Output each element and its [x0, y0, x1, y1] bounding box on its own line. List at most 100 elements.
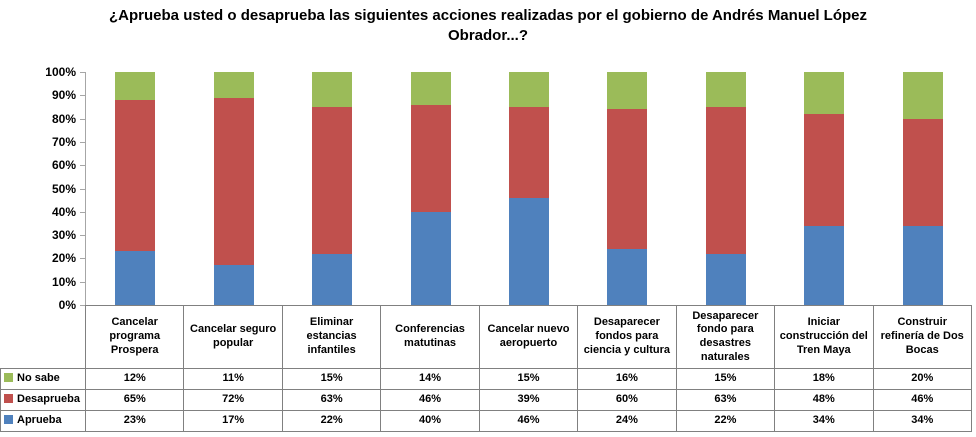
bar-segment-aprueba-2 — [312, 253, 353, 305]
value-cell-aprueba-1: 17% — [183, 410, 283, 432]
bar-segment-desaprueba-3 — [410, 104, 451, 212]
bar-segment-aprueba-1 — [213, 265, 254, 305]
category-header-7: Iniciar construcción del Tren Maya — [774, 305, 874, 369]
category-header-2: Eliminar estancias infantiles — [281, 305, 382, 369]
bar-segment-aprueba-8 — [902, 225, 943, 305]
value-cell-desaprueba-1: 72% — [183, 389, 283, 411]
category-header-1: Cancelar seguro popular — [183, 305, 283, 369]
y-axis-tick-mark — [80, 165, 85, 166]
bar-segment-no-sabe-3 — [410, 72, 451, 105]
y-axis-tick-label: 0% — [58, 298, 76, 312]
bar-segment-no-sabe-4 — [509, 72, 549, 107]
y-axis-tick-mark — [80, 282, 85, 283]
y-axis-tick-mark — [80, 142, 85, 143]
value-cell-aprueba-6: 22% — [675, 410, 776, 432]
legend-label: Desaprueba — [17, 393, 80, 406]
y-axis-tick-mark — [80, 189, 85, 190]
table-corner-cell — [1, 306, 86, 369]
bar-segment-desaprueba-1 — [213, 97, 254, 266]
plot-area — [85, 72, 972, 306]
legend-label: Aprueba — [17, 414, 62, 427]
legend-cell-no-sabe: No sabe — [0, 368, 86, 390]
value-cell-no-sabe-2: 15% — [281, 368, 382, 390]
table-row-desaprueba: Desaprueba 65% 72% 63% 46% 39% 60% 63% 48% 46% — [0, 389, 972, 411]
value-cell-aprueba-5: 24% — [577, 410, 677, 432]
y-axis-tick-label: 80% — [51, 111, 76, 126]
category-header-3: Conferencias matutinas — [380, 305, 480, 369]
y-axis-tick-mark — [80, 95, 85, 96]
value-cell-desaprueba-8: 46% — [872, 389, 972, 411]
y-axis-tick-label: 100% — [45, 65, 76, 79]
y-axis-tick-label: 30% — [51, 228, 76, 243]
legend-swatch-no-sabe — [4, 373, 13, 383]
bar-segment-desaprueba-0 — [115, 99, 156, 252]
legend-cell-desaprueba: Desaprueba — [0, 389, 86, 411]
y-axis-tick-label: 40% — [51, 204, 76, 219]
value-cell-no-sabe-4: 15% — [478, 368, 579, 390]
value-cell-aprueba-2: 22% — [281, 410, 382, 432]
table-row-no-sabe: No sabe 12% 11% 15% 14% 15% 16% 15% 18% 20% — [0, 368, 972, 390]
y-axis-tick-label: 10% — [51, 274, 76, 289]
value-cell-no-sabe-6: 15% — [675, 368, 776, 390]
bar-segment-desaprueba-2 — [312, 106, 353, 254]
bar-segment-no-sabe-6 — [705, 72, 746, 107]
bar-segment-desaprueba-7 — [804, 113, 845, 226]
bar-segment-aprueba-0 — [115, 251, 156, 305]
bar-segment-no-sabe-0 — [115, 72, 156, 100]
y-axis-tick-mark — [80, 235, 85, 236]
y-axis-tick-mark — [80, 212, 85, 213]
legend-cell-aprueba: Aprueba — [0, 410, 86, 432]
chart-data-table: Cancelar programa Prospera Cancelar segur… — [0, 305, 972, 432]
value-cell-desaprueba-7: 48% — [774, 389, 874, 411]
y-axis-tick-label: 50% — [51, 181, 76, 196]
y-axis-tick-mark — [80, 305, 85, 306]
legend-swatch-desaprueba — [4, 394, 13, 404]
value-cell-no-sabe-7: 18% — [774, 368, 874, 390]
value-cell-desaprueba-4: 39% — [478, 389, 579, 411]
value-cell-desaprueba-3: 46% — [380, 389, 480, 411]
value-cell-no-sabe-1: 11% — [183, 368, 283, 390]
y-axis-tick-mark — [80, 119, 85, 120]
value-cell-aprueba-0: 23% — [84, 410, 185, 432]
value-cell-no-sabe-5: 16% — [577, 368, 677, 390]
bar-segment-aprueba-3 — [410, 211, 451, 305]
bar-segment-desaprueba-5 — [607, 109, 648, 250]
chart-title: ¿Aprueba usted o desaprueba las siguient… — [109, 7, 867, 45]
category-header-8: Construir refinería de Dos Bocas — [872, 305, 972, 369]
bar-segment-no-sabe-5 — [607, 72, 648, 110]
y-axis-tick-label: 90% — [51, 88, 76, 103]
bar-segment-aprueba-6 — [705, 253, 746, 305]
value-cell-aprueba-7: 34% — [774, 410, 874, 432]
legend-label: No sabe — [17, 372, 60, 385]
y-axis-tick-mark — [80, 72, 85, 73]
y-axis-tick-label: 70% — [51, 134, 76, 149]
legend-swatch-aprueba — [4, 415, 13, 425]
value-cell-no-sabe-8: 20% — [872, 368, 972, 390]
bar-segment-aprueba-7 — [804, 225, 845, 305]
category-header-0: Cancelar programa Prospera — [84, 305, 185, 369]
bar-segment-no-sabe-7 — [804, 72, 845, 114]
value-cell-no-sabe-0: 12% — [84, 368, 185, 390]
y-axis-tick-mark — [80, 258, 85, 259]
bar-segment-aprueba-5 — [607, 249, 648, 305]
value-cell-no-sabe-3: 14% — [380, 368, 480, 390]
value-cell-aprueba-3: 40% — [380, 410, 480, 432]
category-header-4: Cancelar nuevo aeropuerto — [478, 305, 579, 369]
value-cell-desaprueba-6: 63% — [675, 389, 776, 411]
value-cell-aprueba-4: 46% — [478, 410, 579, 432]
category-header-6: Desaparecer fondo para desastres natural… — [675, 305, 776, 369]
bar-segment-desaprueba-6 — [705, 106, 746, 254]
table-row-aprueba: Aprueba 23% 17% 22% 40% 46% 24% 22% 34% 34% — [0, 410, 972, 432]
value-cell-desaprueba-2: 63% — [281, 389, 382, 411]
value-cell-desaprueba-5: 60% — [577, 389, 677, 411]
bar-segment-aprueba-4 — [509, 197, 549, 305]
category-header-5: Desaparecer fondos para ciencia y cultur… — [577, 305, 677, 369]
bar-segment-desaprueba-4 — [509, 106, 549, 198]
bar-segment-no-sabe-2 — [312, 72, 353, 107]
bar-segment-no-sabe-8 — [902, 72, 943, 119]
y-axis-tick-label: 20% — [51, 251, 76, 266]
y-axis-tick-label: 60% — [51, 158, 76, 173]
bar-segment-no-sabe-1 — [213, 72, 254, 98]
value-cell-aprueba-8: 34% — [872, 410, 972, 432]
